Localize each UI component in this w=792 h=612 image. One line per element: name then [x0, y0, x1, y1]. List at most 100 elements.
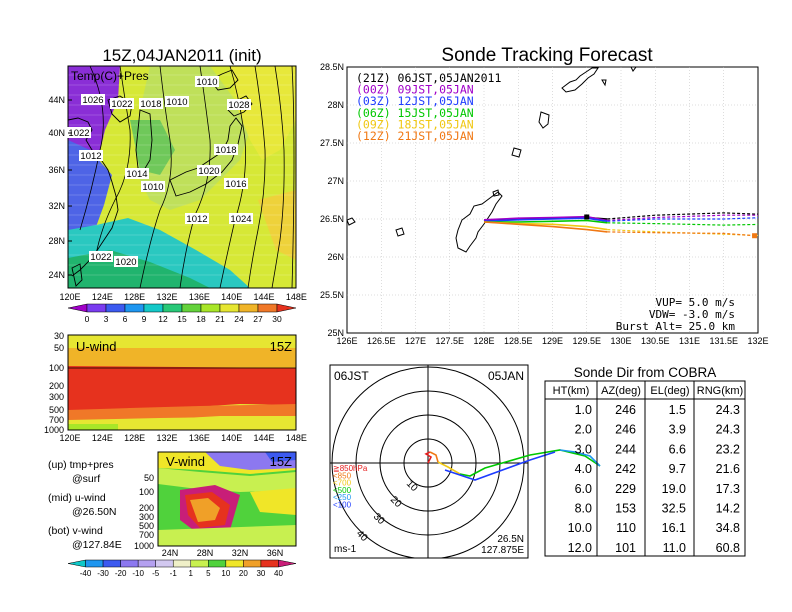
map-lon-tick: 144E [254, 292, 275, 302]
map-colorbar-label: 30 [272, 314, 282, 324]
table-cell: 153 [615, 502, 636, 516]
table-cell: 14.2 [716, 502, 740, 516]
track-legend-entry: (03Z) 12JST,05JAN [356, 94, 474, 108]
map-colorbar-label: 18 [196, 314, 206, 324]
isobar-label-bg [81, 94, 105, 105]
v-colorbar-label: 20 [239, 569, 248, 578]
isobar-label: 1022 [111, 99, 132, 110]
track-lon-tick: 131.5E [709, 336, 738, 346]
map-colorbar-swatch [143, 303, 164, 313]
isobar-label: 1022 [90, 252, 111, 263]
polar-wind-panel: 10 20 30 40 06JST 05JAN ≧850hPa<850<700<… [329, 364, 601, 559]
table-cell: 1.5 [669, 403, 686, 417]
map-colorbar-swatch [162, 303, 183, 313]
track-legend-entry: (06Z) 15JST,05JAN [356, 106, 474, 120]
track-end-marker [762, 222, 767, 227]
hodo-segment-500 [437, 461, 461, 475]
table-header: EL(deg) [650, 385, 689, 397]
map-lon-tick: 124E [92, 292, 113, 302]
param-vup: VUP= 5.0 m/s [656, 296, 735, 309]
v-colorbar-label: 10 [221, 569, 230, 578]
v-colorbar-label: -20 [115, 569, 127, 578]
table-cell: 12.0 [568, 541, 592, 555]
polar-level-label: <700 [333, 479, 352, 488]
track-series-line [483, 217, 608, 223]
hodo-segment-250 [459, 449, 601, 477]
isobar-label: 1022 [68, 128, 89, 139]
table-cell: 9.7 [669, 462, 686, 476]
isobar-label-bg [79, 150, 103, 161]
v-colorbar-label: -1 [170, 569, 178, 578]
table-header: RNG(km) [697, 385, 743, 397]
isobar-label: 1026 [82, 95, 103, 106]
table-cell: 2.0 [575, 423, 592, 437]
track-lon-tick: 132E [747, 336, 768, 346]
sonde-direction-table: Sonde Dir from COBRA HT(km) AZ(deg) EL(deg… [544, 365, 746, 557]
track-series-line [483, 221, 608, 233]
u-level-tick: 1000 [44, 425, 64, 435]
u-level-tick: 100 [49, 363, 64, 373]
v-level-tick: 100 [139, 487, 154, 497]
v-colorbar-swatch [120, 559, 139, 568]
map-colorbar-swatch [257, 303, 278, 313]
table-cell: 6.0 [575, 482, 592, 496]
track-lat-tick: 25.5N [320, 290, 344, 300]
map-lon-tick: 136E [189, 292, 210, 302]
polar-level-label: <250 [333, 493, 352, 502]
track-end-marker [762, 215, 767, 220]
u-level-tick: 700 [49, 415, 64, 425]
isobar-label-bg [67, 127, 91, 138]
hodograph-trace [424, 449, 601, 481]
v-level-tick: 1000 [134, 541, 154, 551]
track-lon-tick: 130E [610, 336, 631, 346]
track-end-marker [762, 233, 767, 238]
map-colorbar-label: 0 [85, 314, 90, 324]
v-colorbar-swatch [85, 559, 104, 568]
map-colorbar-label: 24 [234, 314, 244, 324]
track-legend-entry: (21Z) 06JST,05JAN2011 [356, 71, 501, 85]
hodo-segment-850 [424, 451, 433, 464]
v-colorbar-swatch [225, 559, 244, 568]
map-colorbar-label: 15 [177, 314, 187, 324]
u-level-tick: 300 [49, 392, 64, 402]
polar-level-label: <850 [333, 471, 352, 480]
map-colorbar-label: 21 [215, 314, 225, 324]
v-colorbar-swatch [137, 559, 156, 568]
hodo-segment-100 [559, 449, 601, 467]
table-cell: 4.0 [575, 462, 592, 476]
u-lon-tick: 132E [157, 433, 178, 443]
table-cell: 10.0 [568, 521, 592, 535]
v-colorbar-swatch [243, 559, 262, 568]
track-series-line [483, 215, 608, 222]
track-lat-tick: 27N [327, 176, 344, 186]
track-legend-entry: (00Z) 09JST,05JAN [356, 83, 474, 97]
map-lon-tick: 120E [59, 292, 80, 302]
hodo-segment-top [444, 451, 556, 481]
track-lon-tick: 126.5E [367, 336, 396, 346]
v-wind-time: 15Z [270, 454, 292, 469]
isobar-label-bg [195, 76, 219, 87]
polar-time-left: 06JST [334, 369, 369, 383]
legend-up2: @surf [72, 473, 100, 485]
map-lat-tick: 32N [48, 201, 65, 211]
table-cell: 8.0 [575, 502, 592, 516]
v-level-tick: 500 [139, 521, 154, 531]
track-lon-tick: 129E [542, 336, 563, 346]
track-lon-tick: 129.5E [572, 336, 601, 346]
map-colorbar-swatch [181, 303, 202, 313]
polar-lon: 127.875E [481, 545, 524, 556]
isobar-label: 1010 [142, 182, 163, 193]
isobar-label-bg [125, 168, 149, 179]
table-cell: 23.2 [716, 442, 740, 456]
v-colorbar-swatch [278, 559, 297, 568]
legend-mid2: @26.50N [72, 506, 117, 518]
track-series-forecast [607, 214, 758, 222]
track-burst-marker [584, 214, 590, 220]
polar-level-label: <100 [333, 501, 352, 510]
table-cell: 246 [615, 423, 636, 437]
isobar-label-bg [224, 178, 248, 189]
isobar-label-bg [165, 96, 189, 107]
track-lat-tick: 28N [327, 100, 344, 110]
isobar-label: 1020 [198, 166, 219, 177]
